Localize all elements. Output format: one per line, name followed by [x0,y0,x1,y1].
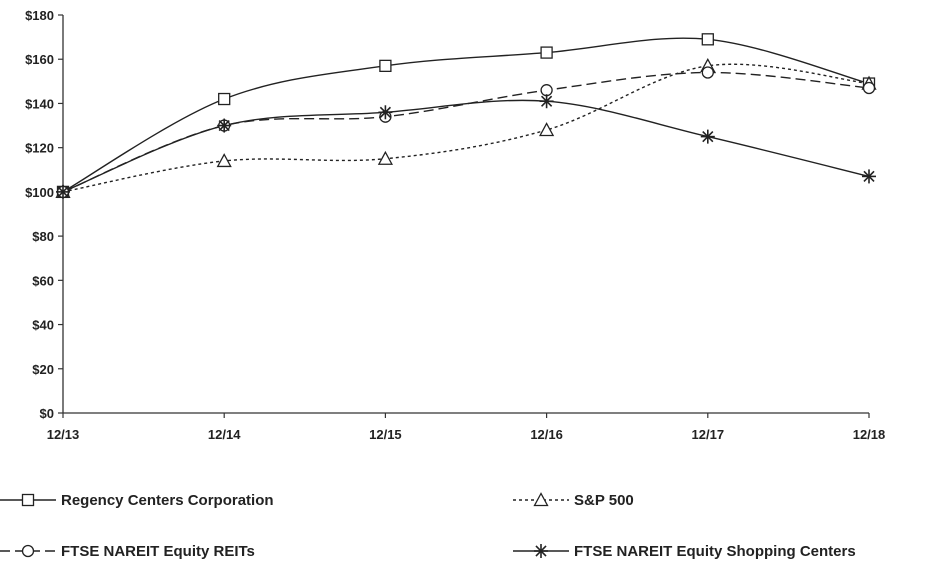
legend-marker [21,544,35,558]
legend-marker [533,492,549,507]
data-point-s1-p1 [216,153,232,168]
data-point-s0-p2 [379,59,392,73]
data-point-s1-p3 [539,122,555,137]
data-point-s0-p1 [218,92,231,106]
legend-item: FTSE NAREIT Equity REITs [0,543,255,560]
series-markers [55,33,877,199]
x-tick-label: 12/17 [692,427,725,442]
data-point-s0-p3 [540,46,553,59]
legend-item: S&P 500 [513,492,634,509]
data-point-s0-p4 [701,33,714,46]
y-tick-label: $60 [32,273,54,288]
legend-item: Regency Centers Corporation [0,492,274,509]
x-ticks: 12/13 12/14 12/15 12/16 12/17 12/18 [47,413,886,442]
legend-marker [21,493,35,507]
x-tick-label: 12/18 [853,427,886,442]
y-tick-label: $20 [32,362,54,377]
series-line-1 [62,63,870,193]
data-point-s2-p3 [540,84,553,97]
data-point-s3-p1 [217,118,232,133]
data-point-s3-p5 [862,169,876,184]
x-tick-label: 12/13 [47,427,80,442]
y-tick-label: $100 [25,185,54,200]
legend-label: FTSE NAREIT Equity Shopping Centers [574,543,856,560]
legend-item: FTSE NAREIT Equity Shopping Centers [513,543,856,560]
x-tick-label: 12/15 [369,427,402,442]
legend-marker [534,544,548,558]
x-tick-label: 12/14 [208,427,241,442]
y-tick-label: $160 [25,52,54,67]
data-point-s2-p4 [701,66,714,79]
y-tick-label: $40 [32,318,54,333]
data-point-s2-p5 [862,81,876,95]
series-line-3 [62,99,870,193]
legend: Regency Centers Corporation S&P 500 FTSE N… [0,492,856,560]
legend-label: FTSE NAREIT Equity REITs [61,543,255,560]
y-tick-label: $80 [32,229,54,244]
data-point-s3-p3 [539,94,554,109]
y-ticks: $0 $20 $40 $60 $80 $100 $120 $140 $160 $180 [25,8,63,421]
y-tick-label: $140 [25,96,54,111]
data-point-s3-p4 [700,129,715,144]
series-line-2 [62,71,870,193]
x-tick-label: 12/16 [530,427,563,442]
series-lines [62,37,870,193]
y-tick-label: $180 [25,8,54,23]
legend-label: S&P 500 [574,492,634,509]
series-line-0 [62,37,870,193]
axes [62,15,869,414]
data-point-s1-p2 [377,150,393,165]
legend-label: Regency Centers Corporation [61,492,274,509]
y-tick-label: $120 [25,141,54,156]
data-point-s3-p0 [56,184,70,199]
data-point-s3-p2 [378,105,393,120]
y-tick-label: $0 [40,406,54,421]
